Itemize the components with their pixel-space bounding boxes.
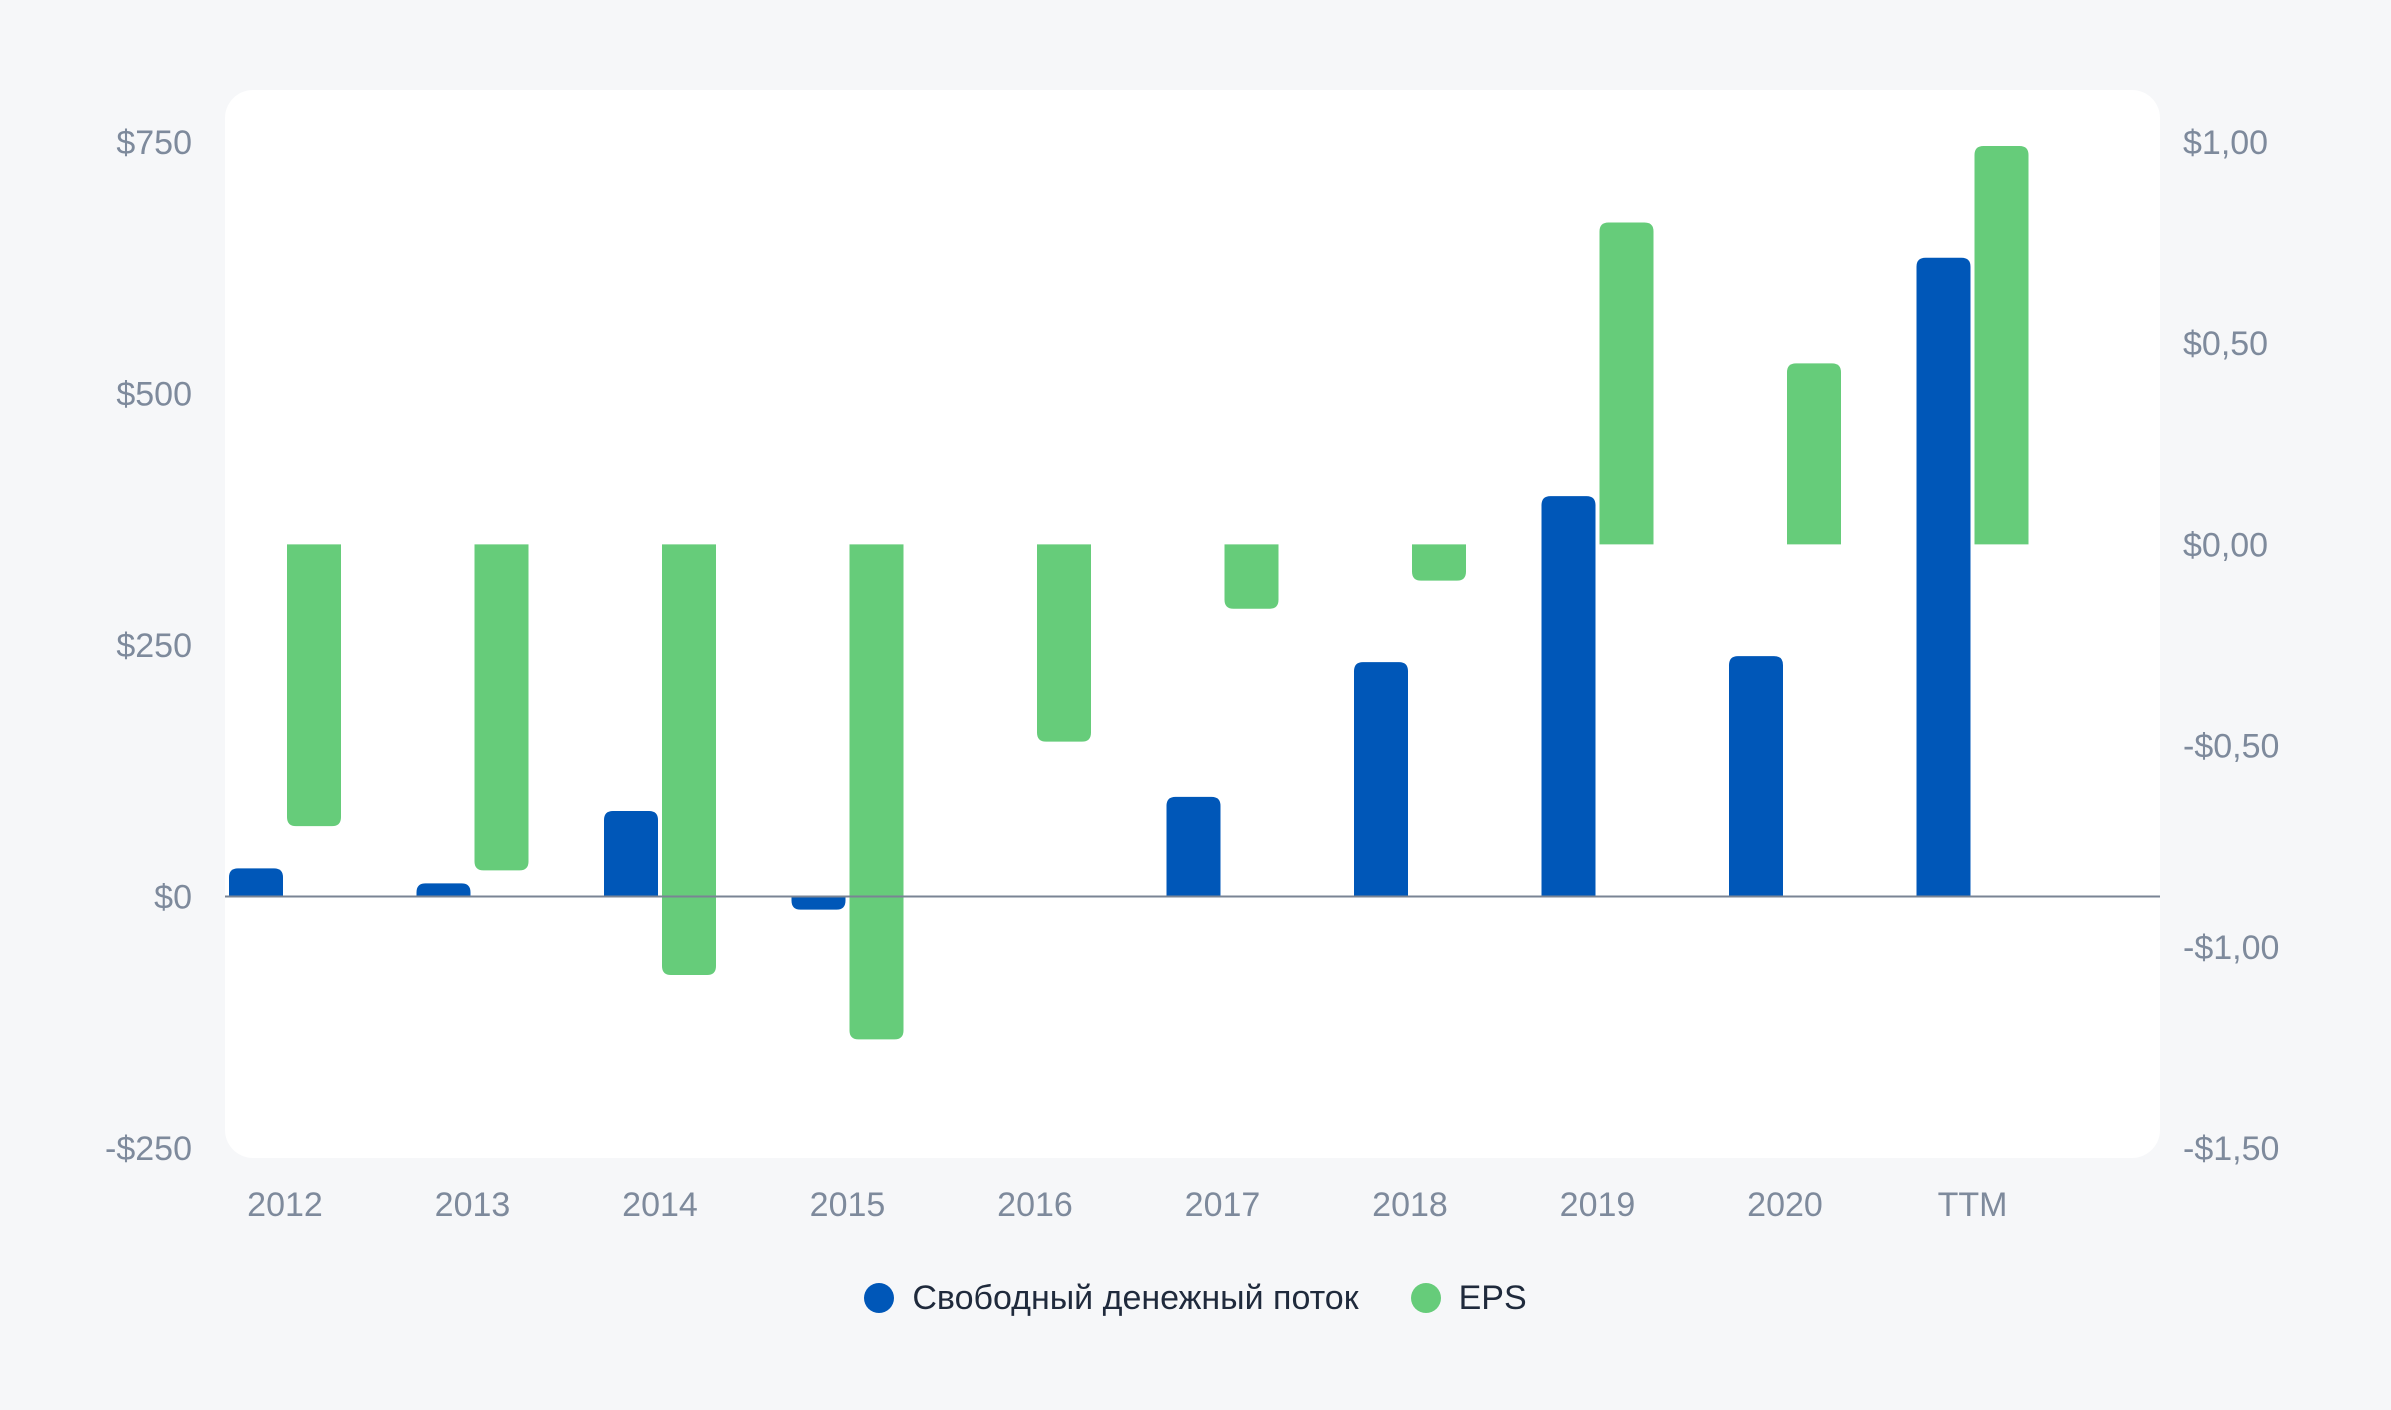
left-tick-label: $500 bbox=[116, 376, 192, 414]
eps-bar-2016 bbox=[1037, 544, 1091, 742]
x-tick-label: TTM bbox=[1938, 1186, 2008, 1224]
x-tick-label: 2019 bbox=[1560, 1186, 1636, 1224]
legend-label-eps: EPS bbox=[1458, 1278, 1527, 1317]
x-tick-label: 2018 bbox=[1372, 1186, 1448, 1224]
right-tick-label: -$0,50 bbox=[2183, 728, 2279, 766]
fcf-bar-2018 bbox=[1354, 662, 1408, 897]
left-tick-label: $250 bbox=[116, 627, 192, 665]
x-tick-label: 2013 bbox=[435, 1186, 511, 1224]
x-tick-label: 2017 bbox=[1185, 1186, 1261, 1224]
legend-swatch-fcf bbox=[864, 1283, 895, 1313]
right-tick-label: $0,00 bbox=[2183, 526, 2268, 564]
right-tick-label: $0,50 bbox=[2183, 325, 2268, 363]
fcf-bar-2014 bbox=[604, 810, 658, 897]
x-tick-label: 2014 bbox=[622, 1186, 698, 1224]
eps-bars bbox=[287, 146, 2029, 1040]
legend-label-fcf: Свободный денежный поток bbox=[912, 1278, 1359, 1317]
eps-bar-2014 bbox=[662, 544, 716, 975]
eps-bar-2015 bbox=[849, 544, 904, 1040]
fcf-bar-2019 bbox=[1541, 496, 1596, 897]
legend: Свободный денежный поток EPS bbox=[0, 1270, 2391, 1326]
eps-bar-2019 bbox=[1599, 222, 1654, 545]
right-axis-ticks: $1,00 $0,50 $0,00 -$0,50 -$1,00 -$1,50 bbox=[2183, 124, 2279, 1168]
eps-bar-ttm bbox=[1974, 146, 2029, 545]
x-tick-label: 2015 bbox=[810, 1186, 886, 1224]
eps-bar-2012 bbox=[287, 544, 341, 827]
x-tick-label: 2020 bbox=[1747, 1186, 1823, 1224]
x-tick-label: 2016 bbox=[997, 1186, 1073, 1224]
eps-bar-2020 bbox=[1787, 363, 1841, 545]
right-tick-label: $1,00 bbox=[2183, 124, 2268, 162]
eps-bar-2017 bbox=[1224, 544, 1279, 609]
x-tick-label: 2012 bbox=[247, 1186, 323, 1224]
left-axis-ticks: $750 $500 $250 $0 -$250 bbox=[105, 124, 192, 1168]
x-axis-ticks: 2012 2013 2014 2015 2016 2017 2018 2019 2020 TTM bbox=[247, 1186, 2007, 1224]
fcf-bar-2020 bbox=[1729, 656, 1783, 897]
fcf-bar-ttm bbox=[1916, 257, 1971, 897]
right-tick-label: -$1,50 bbox=[2183, 1130, 2279, 1168]
legend-item-eps: EPS bbox=[1410, 1278, 1527, 1318]
legend-item-fcf: Свободный денежный поток bbox=[864, 1278, 1359, 1318]
left-tick-label: $0 bbox=[154, 879, 192, 917]
fcf-bars bbox=[229, 257, 1971, 910]
eps-bar-2013 bbox=[474, 544, 529, 871]
fcf-bar-2017 bbox=[1166, 796, 1221, 897]
fcf-bar-2015 bbox=[791, 896, 846, 910]
left-tick-label: -$250 bbox=[105, 1130, 192, 1168]
right-tick-label: -$1,00 bbox=[2183, 929, 2279, 967]
fcf-bar-2013 bbox=[416, 883, 471, 897]
legend-swatch-eps bbox=[1410, 1283, 1441, 1313]
eps-bar-2018 bbox=[1412, 544, 1466, 581]
left-tick-label: $750 bbox=[116, 124, 192, 162]
fcf-bar-2012 bbox=[229, 868, 283, 897]
